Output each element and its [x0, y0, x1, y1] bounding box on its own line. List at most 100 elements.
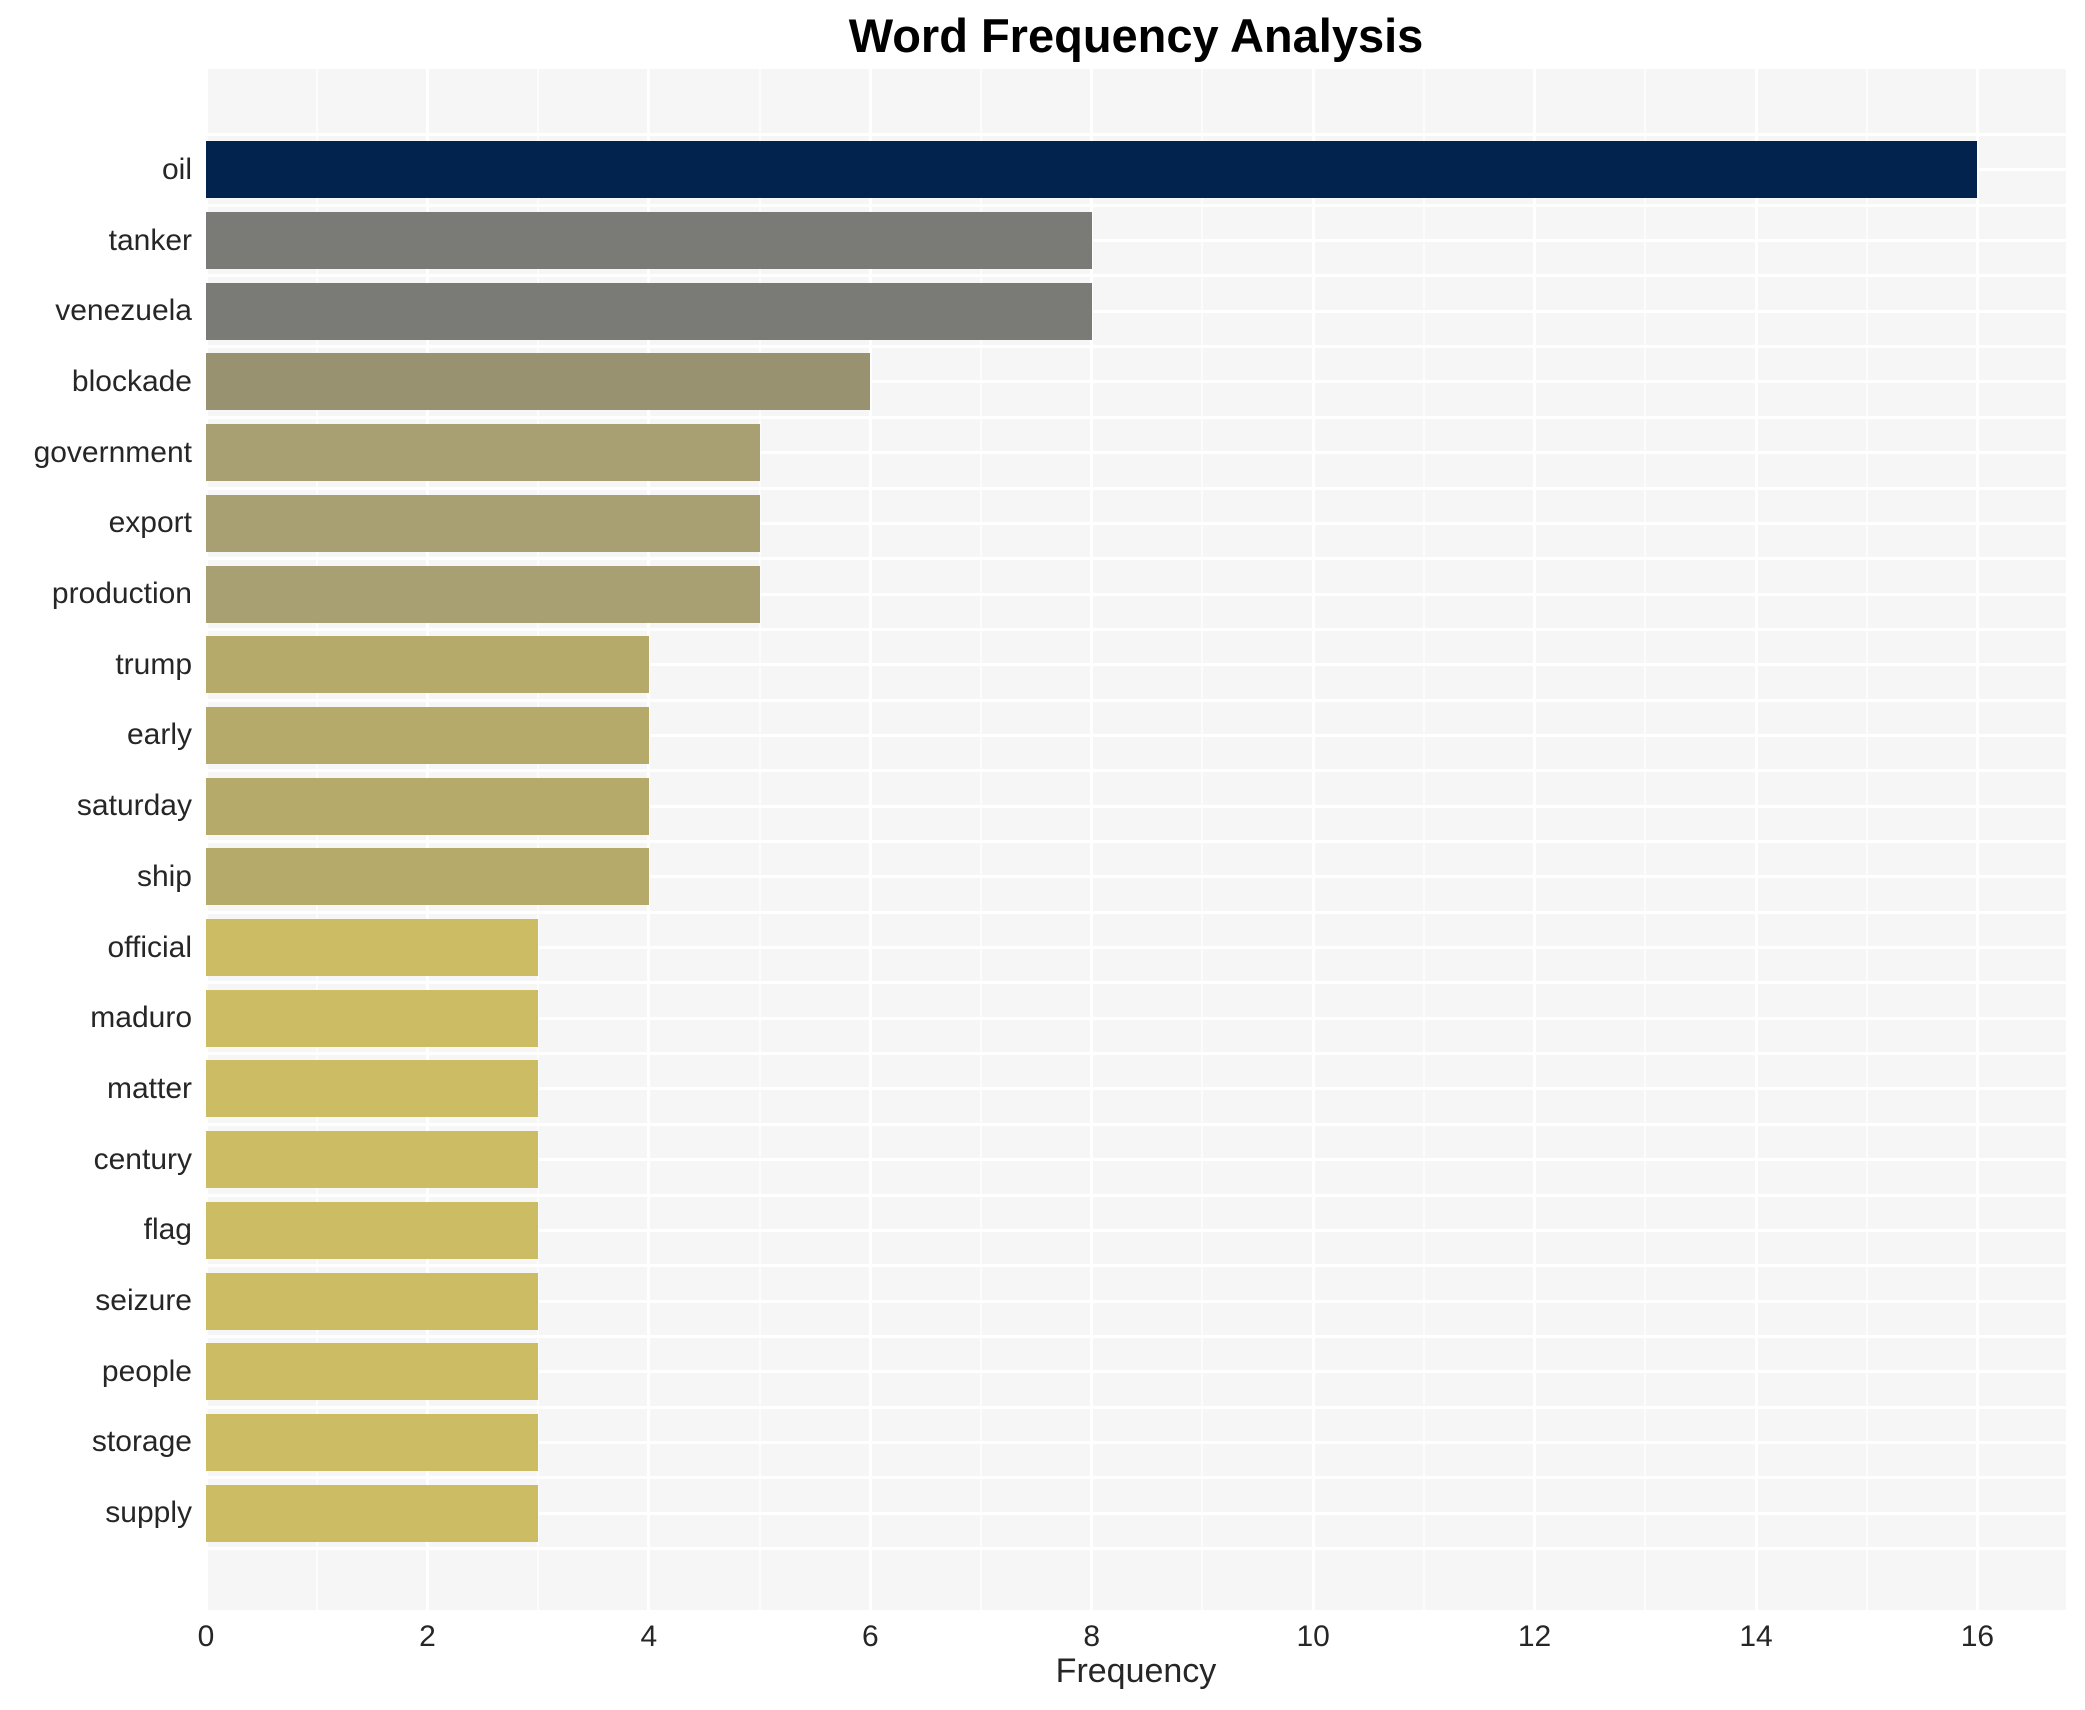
bar-ship [206, 848, 649, 906]
bar-blockade [206, 353, 871, 411]
x-minor-gridline [758, 69, 761, 1610]
y-minor-gridline [206, 1476, 2066, 1480]
y-minor-gridline [206, 486, 2066, 490]
y-major-gridline [206, 1511, 2066, 1515]
y-major-gridline [206, 239, 2066, 243]
y-major-gridline [206, 1228, 2066, 1232]
x-tick-label-8: 8 [1083, 1620, 1101, 1653]
x-tick-label-16: 16 [1960, 1620, 1995, 1653]
y-major-gridline [206, 1087, 2066, 1091]
bar-century [206, 1131, 539, 1189]
y-minor-gridline [206, 1122, 2066, 1126]
y-minor-gridline [206, 415, 2066, 419]
y-tick-label-early: early [126, 718, 192, 752]
y-tick-label-storage: storage [91, 1425, 192, 1459]
x-axis-title: Frequency [1055, 1652, 1217, 1690]
y-minor-gridline [206, 1405, 2066, 1409]
y-tick-label-trump: trump [115, 647, 192, 681]
x-tick-label-14: 14 [1739, 1620, 1773, 1653]
y-minor-gridline [206, 910, 2066, 914]
bar-maduro [206, 989, 539, 1047]
y-tick-label-supply: supply [105, 1496, 192, 1530]
bar-people [206, 1343, 539, 1401]
y-tick-label-venezuela: venezuela [55, 294, 192, 328]
y-minor-gridline [206, 769, 2066, 773]
x-minor-gridline [537, 69, 540, 1610]
y-tick-label-seizure: seizure [95, 1284, 192, 1318]
x-minor-gridline [1422, 69, 1425, 1610]
bar-matter [206, 1060, 539, 1118]
y-major-gridline [206, 875, 2066, 879]
y-major-gridline [206, 733, 2066, 737]
y-major-gridline [206, 1370, 2066, 1374]
bar-oil [206, 141, 1978, 199]
y-tick-label-government: government [33, 435, 192, 469]
x-major-gridline [1090, 69, 1094, 1610]
y-tick-label-export: export [108, 506, 192, 540]
y-tick-label-flag: flag [143, 1213, 192, 1247]
x-major-gridline [425, 69, 429, 1610]
y-tick-label-century: century [93, 1142, 192, 1176]
bar-venezuela [206, 282, 1092, 340]
y-tick-label-maduro: maduro [90, 1001, 192, 1035]
bar-early [206, 706, 649, 764]
bar-export [206, 494, 760, 552]
y-major-gridline [206, 663, 2066, 667]
bar-government [206, 424, 760, 482]
x-tick-label-2: 2 [419, 1620, 436, 1653]
y-tick-label-oil: oil [161, 152, 192, 186]
x-tick-label-6: 6 [861, 1620, 879, 1653]
y-tick-label-saturday: saturday [76, 789, 192, 823]
x-minor-gridline [1865, 69, 1868, 1610]
y-minor-gridline [206, 1547, 2066, 1550]
bar-trump [206, 636, 649, 694]
bar-seizure [206, 1272, 539, 1330]
x-minor-gridline [980, 69, 982, 1610]
y-minor-gridline [206, 345, 2066, 349]
y-minor-gridline [206, 557, 2066, 561]
y-minor-gridline [206, 840, 2066, 843]
y-major-gridline [206, 946, 2066, 950]
x-major-gridline [1975, 69, 1979, 1610]
y-major-gridline [206, 1299, 2066, 1303]
y-minor-gridline [206, 627, 2066, 631]
y-tick-label-people: people [101, 1354, 192, 1388]
y-tick-label-tanker: tanker [108, 223, 192, 257]
x-major-gridline [647, 69, 651, 1610]
x-major-gridline [1311, 69, 1315, 1610]
plot-panel [206, 69, 2066, 1610]
y-major-gridline [206, 451, 2066, 455]
bar-flag [206, 1201, 539, 1259]
bar-official [206, 919, 539, 977]
bar-supply [206, 1484, 539, 1542]
x-minor-gridline [1644, 69, 1647, 1610]
y-minor-gridline [206, 203, 2066, 207]
y-major-gridline [206, 521, 2066, 525]
y-major-gridline [206, 380, 2066, 384]
y-minor-gridline [206, 1052, 2066, 1056]
chart-title: Word Frequency Analysis [848, 9, 1424, 62]
x-major-gridline [1754, 69, 1758, 1610]
x-tick-label-12: 12 [1517, 1620, 1552, 1653]
bar-production [206, 565, 760, 623]
y-major-gridline [206, 1016, 2066, 1020]
y-tick-label-ship: ship [136, 859, 192, 893]
x-major-gridline [868, 69, 872, 1610]
y-minor-gridline [206, 133, 2066, 136]
y-minor-gridline [206, 698, 2066, 702]
y-major-gridline [206, 592, 2066, 596]
x-tick-label-4: 4 [640, 1620, 658, 1653]
bar-saturday [206, 777, 649, 835]
y-minor-gridline [206, 1334, 2066, 1338]
x-major-gridline [206, 69, 208, 1610]
x-tick-label-10: 10 [1296, 1620, 1330, 1653]
y-major-gridline [206, 1158, 2066, 1162]
y-tick-label-blockade: blockade [71, 364, 192, 398]
y-tick-label-matter: matter [106, 1071, 192, 1105]
y-minor-gridline [206, 274, 2066, 278]
y-tick-label-official: official [107, 930, 193, 964]
y-axis-labels: oil tanker venezuela blockade government expo… [0, 69, 206, 1610]
bar-tanker [206, 212, 1092, 270]
x-major-gridline [1533, 69, 1537, 1610]
x-minor-gridline [315, 69, 318, 1610]
